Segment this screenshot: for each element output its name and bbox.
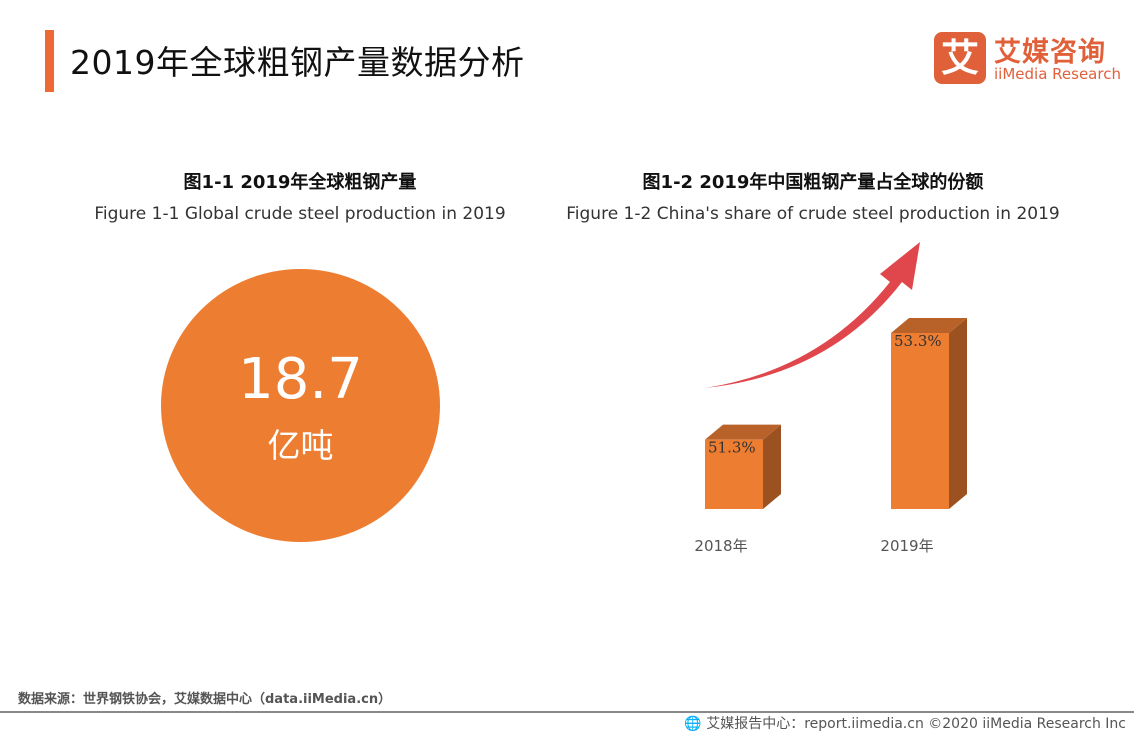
logo: 艾 艾媒咨询 iiMedia Research	[934, 32, 1121, 84]
category-label: 2018年	[694, 537, 747, 555]
production-value: 18.7	[238, 347, 363, 412]
source-note: 数据来源：世界钢铁协会，艾媒数据中心（data.iiMedia.cn）	[18, 692, 392, 707]
figure1-title: 图1-1 2019年全球粗钢产量	[183, 172, 417, 193]
bar-data-label: 53.3%	[894, 332, 942, 350]
bar-side	[949, 318, 967, 509]
figure1-subtitle: Figure 1-1 Global crude steel production…	[94, 204, 506, 224]
figure2-subtitle: Figure 1-2 China's share of crude steel …	[566, 204, 1060, 224]
logo-name-en: iiMedia Research	[994, 65, 1121, 83]
trend-arrow	[705, 242, 920, 388]
figure2-title: 图1-2 2019年中国粗钢产量占全球的份额	[642, 172, 984, 193]
logo-mark: 艾	[934, 32, 986, 84]
footer-divider	[0, 711, 1134, 713]
bar	[891, 333, 949, 509]
production-circle: 18.7 亿吨	[161, 269, 440, 542]
bar	[705, 439, 763, 509]
bar-top	[705, 424, 781, 440]
title-accent-bar	[45, 30, 54, 92]
category-label: 2019年	[880, 537, 933, 555]
logo-name-cn: 艾媒咨询	[994, 37, 1106, 68]
bar-top	[891, 318, 967, 333]
footer-text: 艾媒报告中心：report.iimedia.cn ©2020 iiMedia R…	[706, 716, 1126, 732]
footer: 🌐 艾媒报告中心：report.iimedia.cn ©2020 iiMedia…	[684, 713, 1126, 733]
bar-data-label: 51.3%	[708, 439, 756, 457]
page-title: 2019年全球粗钢产量数据分析	[70, 43, 525, 82]
bar-side	[763, 424, 781, 509]
production-unit: 亿吨	[267, 426, 334, 465]
globe-icon: 🌐	[684, 716, 702, 732]
